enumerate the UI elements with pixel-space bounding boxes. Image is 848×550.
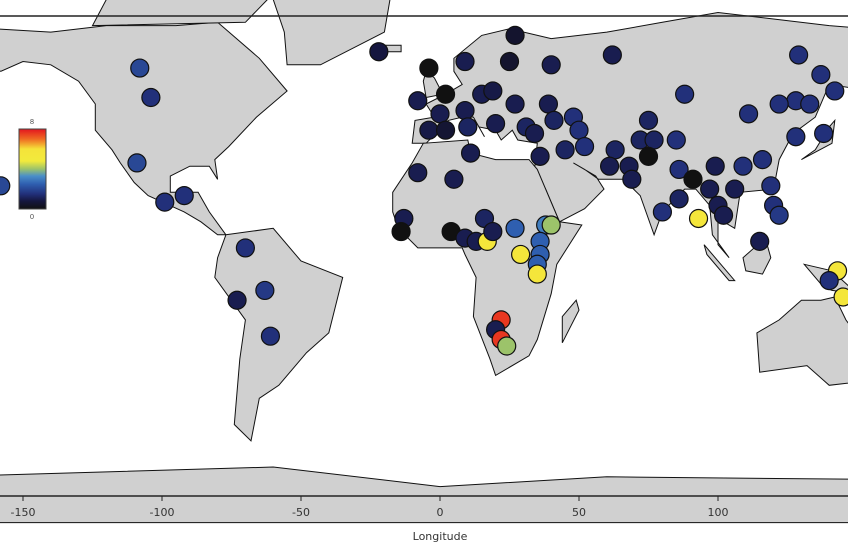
data-point <box>688 208 709 229</box>
data-point <box>130 58 150 78</box>
data-point <box>460 143 481 163</box>
land-layer <box>0 0 848 524</box>
data-point <box>833 287 848 307</box>
data-point <box>499 51 520 72</box>
x-tick-label: 100 <box>708 506 729 519</box>
land-sumatra <box>703 244 736 282</box>
data-point <box>408 91 428 111</box>
data-point <box>638 110 659 130</box>
data-point <box>652 202 673 222</box>
data-point <box>555 140 575 160</box>
data-point <box>669 159 689 180</box>
data-point <box>769 94 789 114</box>
data-point <box>444 169 464 189</box>
data-point <box>455 51 475 72</box>
data-point <box>505 218 525 238</box>
data-point <box>602 45 622 65</box>
data-point <box>486 114 506 134</box>
x-tick-label: -50 <box>292 506 310 519</box>
x-axis: -150 -100 -50 0 50 100 <box>11 496 729 519</box>
data-point <box>683 169 703 189</box>
data-point <box>544 110 564 130</box>
data-point <box>599 156 620 176</box>
data-point <box>505 94 525 114</box>
data-point <box>825 81 845 101</box>
data-point <box>569 120 589 140</box>
data-point <box>769 205 789 225</box>
colorbar-max-label: 8 <box>30 118 34 126</box>
data-point <box>752 150 773 170</box>
colorbar: 8 0 <box>18 118 47 221</box>
data-point <box>811 65 831 85</box>
plot-frame <box>0 15 848 497</box>
data-point <box>605 140 625 160</box>
data-point <box>530 146 550 166</box>
data-point <box>419 58 439 78</box>
data-point <box>369 42 389 62</box>
data-point <box>227 290 247 310</box>
data-points <box>0 25 848 356</box>
data-point <box>750 231 770 251</box>
data-point <box>738 104 759 124</box>
land-australia <box>756 296 848 386</box>
land-north-america <box>0 21 288 236</box>
data-point <box>430 104 450 124</box>
data-point <box>541 55 561 75</box>
data-point <box>235 238 255 258</box>
data-point <box>483 221 503 242</box>
data-point <box>761 176 781 196</box>
data-point <box>666 130 686 150</box>
data-point <box>725 179 745 199</box>
x-tick-label: 50 <box>572 506 586 519</box>
data-point <box>127 153 147 173</box>
land-arctic-islands <box>91 0 268 27</box>
x-tick-label: -100 <box>150 506 175 519</box>
data-point <box>675 84 695 104</box>
data-point <box>505 25 525 45</box>
data-point <box>622 169 642 189</box>
data-point <box>800 94 820 114</box>
data-point <box>644 130 664 150</box>
data-point <box>819 271 839 291</box>
data-point <box>713 205 734 225</box>
data-point <box>141 87 161 108</box>
data-point <box>638 146 659 166</box>
x-tick-label: 0 <box>437 506 444 519</box>
data-point <box>705 156 725 176</box>
data-point <box>497 336 517 356</box>
colorbar-gradient <box>18 128 47 210</box>
data-point <box>255 280 275 301</box>
data-point <box>524 123 545 144</box>
data-point <box>435 120 456 140</box>
data-point <box>260 326 281 346</box>
data-point <box>700 179 720 199</box>
x-tick-label: -150 <box>11 506 36 519</box>
land-madagascar <box>561 299 580 344</box>
colorbar-min-label: 0 <box>30 213 34 221</box>
land-antarctica <box>0 466 848 524</box>
data-point <box>483 81 503 101</box>
data-point <box>789 45 809 65</box>
data-point <box>574 136 595 157</box>
data-point <box>458 117 478 137</box>
data-point <box>541 215 561 235</box>
data-point <box>733 156 753 176</box>
data-point <box>419 120 439 140</box>
x-axis-label: Longitude <box>413 530 468 543</box>
data-point <box>527 264 547 284</box>
data-point <box>155 192 175 212</box>
data-point <box>511 244 531 265</box>
data-point <box>669 189 689 209</box>
data-point <box>814 123 834 144</box>
data-point <box>786 127 806 147</box>
data-point <box>538 94 559 114</box>
data-point <box>0 176 11 196</box>
data-point <box>174 186 194 206</box>
data-point <box>435 84 456 104</box>
data-point <box>408 163 428 183</box>
data-point <box>455 100 475 121</box>
data-point <box>391 221 411 242</box>
